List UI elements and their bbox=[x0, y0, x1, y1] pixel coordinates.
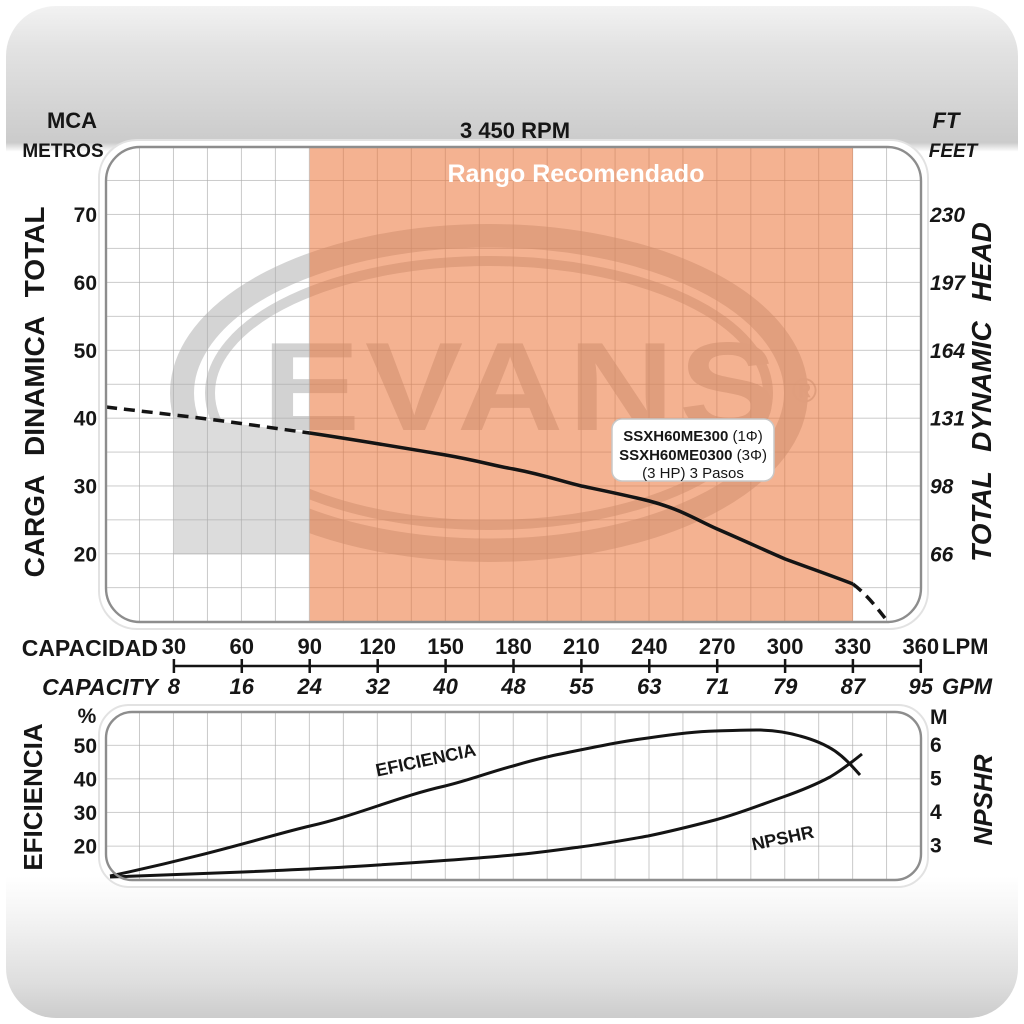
recommended-range-band bbox=[309, 147, 853, 622]
y-right-tick: 98 bbox=[930, 476, 954, 499]
npshr-curve bbox=[109, 752, 863, 879]
model-line-2: SSXH60ME0300 (3Φ) bbox=[619, 447, 767, 464]
gpm-tick: 63 bbox=[637, 674, 661, 699]
y-right-tick: 164 bbox=[930, 340, 965, 363]
lpm-tick: 60 bbox=[230, 634, 254, 659]
model2-phase: (3Φ) bbox=[732, 447, 766, 464]
right-axis-title: TOTAL DYNAMIC HEAD bbox=[966, 222, 997, 562]
left-unit-metros: METROS bbox=[22, 141, 103, 162]
gpm-tick: 16 bbox=[230, 674, 255, 699]
efficiency-tick: 30 bbox=[74, 802, 97, 825]
model-line-1: SSXH60ME300 (1Φ) bbox=[623, 428, 763, 445]
right-unit-ft: FT bbox=[933, 108, 961, 133]
recommended-range-label: Rango Recomendado bbox=[448, 160, 705, 188]
lpm-tick: 270 bbox=[699, 634, 736, 659]
model-info-box: SSXH60ME300 (1Φ) SSXH60ME0300 (3Φ) (3 HP… bbox=[611, 418, 775, 482]
lpm-tick: 150 bbox=[427, 634, 464, 659]
npshr-tick: 3 bbox=[930, 835, 942, 858]
gpm-tick: 8 bbox=[168, 674, 181, 699]
y-right-tick: 230 bbox=[929, 204, 965, 227]
model-power-line: (3 HP) 3 Pasos bbox=[642, 465, 744, 482]
head-curve-solid bbox=[309, 431, 854, 586]
y-left-tick: 70 bbox=[74, 204, 97, 227]
gpm-tick: 32 bbox=[365, 674, 390, 699]
efficiency-curve bbox=[109, 728, 862, 878]
efficiency-tick: 20 bbox=[74, 836, 97, 859]
gpm-tick: 79 bbox=[773, 674, 798, 699]
lpm-unit-label: LPM bbox=[942, 634, 988, 659]
lpm-tick: 30 bbox=[162, 634, 186, 659]
head-curve bbox=[105, 405, 890, 624]
model1-code: SSXH60ME300 bbox=[623, 428, 728, 445]
model2-code: SSXH60ME0300 bbox=[619, 447, 732, 464]
gpm-unit-label: GPM bbox=[942, 674, 993, 699]
y-left-tick: 40 bbox=[74, 408, 97, 431]
capacity-axis-scale bbox=[172, 659, 923, 673]
right-unit-feet: FEET bbox=[929, 141, 979, 162]
head-curve-dashed-right bbox=[851, 582, 890, 624]
gpm-tick: 71 bbox=[705, 674, 729, 699]
y-left-tick: 50 bbox=[74, 340, 97, 363]
lpm-tick: 90 bbox=[297, 634, 321, 659]
gpm-tick: 87 bbox=[841, 674, 867, 699]
bottom-grid-border bbox=[104, 710, 923, 882]
y-right-tick: 197 bbox=[930, 272, 966, 295]
npshr-tick: 4 bbox=[930, 801, 942, 824]
efficiency-axis-title: EFICIENCIA bbox=[18, 723, 48, 871]
y-right-tick: 66 bbox=[930, 544, 954, 567]
model1-phase: (1Φ) bbox=[728, 428, 762, 445]
top-grid-border bbox=[104, 145, 923, 624]
npshr-unit-label: M bbox=[930, 706, 948, 729]
lpm-tick: 300 bbox=[767, 634, 804, 659]
efficiency-tick: 40 bbox=[74, 769, 97, 792]
left-unit-mca: MCA bbox=[47, 108, 97, 133]
capacity-label-es: CAPACIDAD bbox=[22, 635, 158, 661]
lpm-tick: 210 bbox=[563, 634, 600, 659]
npshr-tick: 6 bbox=[930, 734, 942, 757]
efficiency-tick: 50 bbox=[74, 735, 97, 758]
rpm-title: 3 450 RPM bbox=[460, 118, 570, 143]
lpm-tick: 330 bbox=[835, 634, 872, 659]
y-left-tick: 60 bbox=[74, 272, 97, 295]
bottom-curves bbox=[109, 728, 863, 879]
npshr-axis-title: NPSHR bbox=[968, 754, 998, 845]
gpm-tick: 24 bbox=[296, 674, 321, 699]
left-axis-title: CARGA DINAMICA TOTAL bbox=[19, 207, 50, 578]
npshr-tick: 5 bbox=[930, 768, 942, 791]
gpm-tick: 48 bbox=[500, 674, 526, 699]
lpm-tick: 360 bbox=[902, 634, 939, 659]
capacity-label-en: CAPACITY bbox=[42, 674, 161, 700]
gpm-tick: 55 bbox=[569, 674, 594, 699]
model-box-background bbox=[611, 418, 775, 482]
top-chart-plot-area: EVANS ® bbox=[106, 147, 921, 622]
y-left-tick: 20 bbox=[74, 544, 97, 567]
gpm-tick: 95 bbox=[909, 674, 934, 699]
lpm-tick: 240 bbox=[631, 634, 668, 659]
lpm-tick: 180 bbox=[495, 634, 532, 659]
gpm-tick: 40 bbox=[432, 674, 458, 699]
efficiency-unit-label: % bbox=[78, 705, 97, 728]
lpm-tick: 120 bbox=[359, 634, 396, 659]
y-right-tick: 131 bbox=[930, 408, 965, 431]
y-left-tick: 30 bbox=[74, 476, 97, 499]
head-curve-dashed-left bbox=[105, 405, 310, 435]
